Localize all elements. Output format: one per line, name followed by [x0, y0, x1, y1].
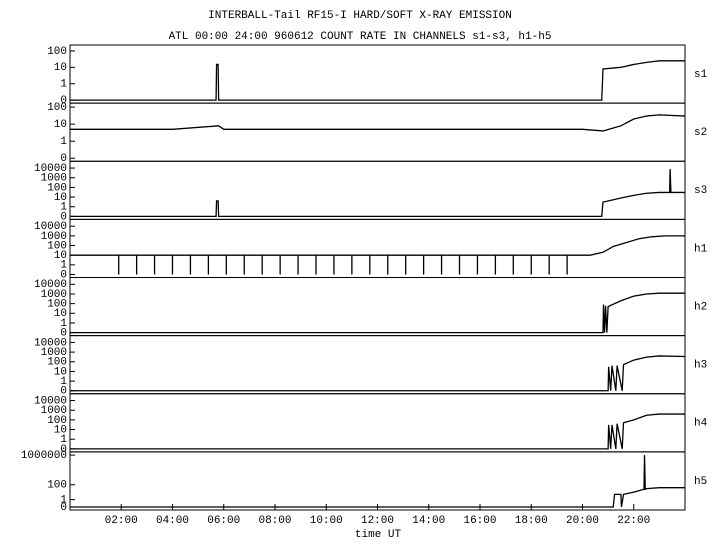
x-tick-label: 18:00 [515, 515, 548, 527]
series-line [70, 455, 685, 508]
y-tick-label: 10 [54, 192, 67, 204]
y-tick-label: 100 [47, 357, 67, 369]
x-tick-label: 16:00 [463, 515, 496, 527]
series-line [70, 168, 685, 218]
y-tick-label: 100 [47, 240, 67, 252]
y-tick-label: 100 [47, 299, 67, 311]
y-tick-label: 100 [47, 182, 67, 194]
y-tick-label: 1 [60, 79, 67, 91]
y-tick-label: 10000 [34, 279, 67, 291]
series-line [70, 60, 685, 101]
y-tick-label: 10000 [34, 395, 67, 407]
y-tick-label: 0 [60, 153, 67, 165]
x-tick-label: 22:00 [617, 515, 650, 527]
y-tick-label: 1000 [41, 289, 67, 301]
y-tick-label: 100 [47, 480, 67, 492]
y-tick-label: 0 [60, 502, 67, 514]
x-tick-label: 12:00 [361, 515, 394, 527]
panel-name: h4 [694, 418, 708, 430]
x-tick-label: 10:00 [310, 515, 343, 527]
y-tick-label: 10000 [34, 163, 67, 175]
series-line [70, 114, 685, 132]
y-tick-label: 10 [54, 366, 67, 378]
x-tick-label: 06:00 [207, 515, 240, 527]
y-tick-label: 1 [60, 376, 67, 388]
x-tick-label: 04:00 [156, 515, 189, 527]
y-tick-label: 1 [60, 260, 67, 272]
x-axis-label: time UT [355, 529, 402, 541]
y-tick-label: 1 [60, 434, 67, 446]
y-tick-label: 1000 [41, 347, 67, 359]
series-line [70, 355, 685, 392]
x-tick-label: 02:00 [105, 515, 138, 527]
y-tick-label: 1000 [41, 231, 67, 243]
y-tick-label: 1000000 [21, 450, 67, 462]
y-tick-label: 10 [54, 119, 67, 131]
y-tick-label: 0 [60, 328, 67, 340]
y-tick-label: 10000 [34, 221, 67, 233]
y-tick-label: 1 [60, 494, 67, 506]
panel-name: h1 [694, 243, 708, 255]
y-tick-label: 0 [60, 444, 67, 456]
y-tick-label: 100 [47, 102, 67, 114]
y-tick-label: 1 [60, 318, 67, 330]
y-tick-label: 10 [54, 308, 67, 320]
series-line [70, 292, 685, 334]
x-tick-label: 20:00 [566, 515, 599, 527]
y-tick-label: 0 [60, 211, 67, 223]
chart-title: INTERBALL-Tail RF15-I HARD/SOFT X-RAY EM… [208, 10, 512, 22]
y-tick-label: 1000 [41, 405, 67, 417]
y-tick-label: 100 [47, 46, 67, 58]
y-tick-label: 0 [60, 386, 67, 398]
x-tick-label: 08:00 [258, 515, 291, 527]
chart-subtitle: ATL 00:00 24:00 960612 COUNT RATE IN CHA… [169, 31, 552, 43]
y-tick-label: 0 [60, 95, 67, 107]
series-line [70, 235, 685, 275]
panel-name: s3 [694, 185, 707, 197]
y-tick-label: 10 [54, 62, 67, 74]
y-tick-label: 1 [60, 202, 67, 214]
series-line [70, 413, 685, 450]
panel-name: h2 [694, 301, 707, 313]
panel-name: h3 [694, 360, 707, 372]
y-tick-label: 1000 [41, 173, 67, 185]
y-tick-label: 10 [54, 250, 67, 262]
panel-name: h5 [694, 476, 707, 488]
panel-name: s2 [694, 127, 707, 139]
y-tick-label: 0 [60, 269, 67, 281]
y-tick-label: 1 [60, 136, 67, 148]
y-tick-label: 100 [47, 415, 67, 427]
y-tick-label: 10000 [34, 337, 67, 349]
x-tick-label: 14:00 [412, 515, 445, 527]
panel-name: s1 [694, 69, 708, 81]
y-tick-label: 10 [54, 424, 67, 436]
